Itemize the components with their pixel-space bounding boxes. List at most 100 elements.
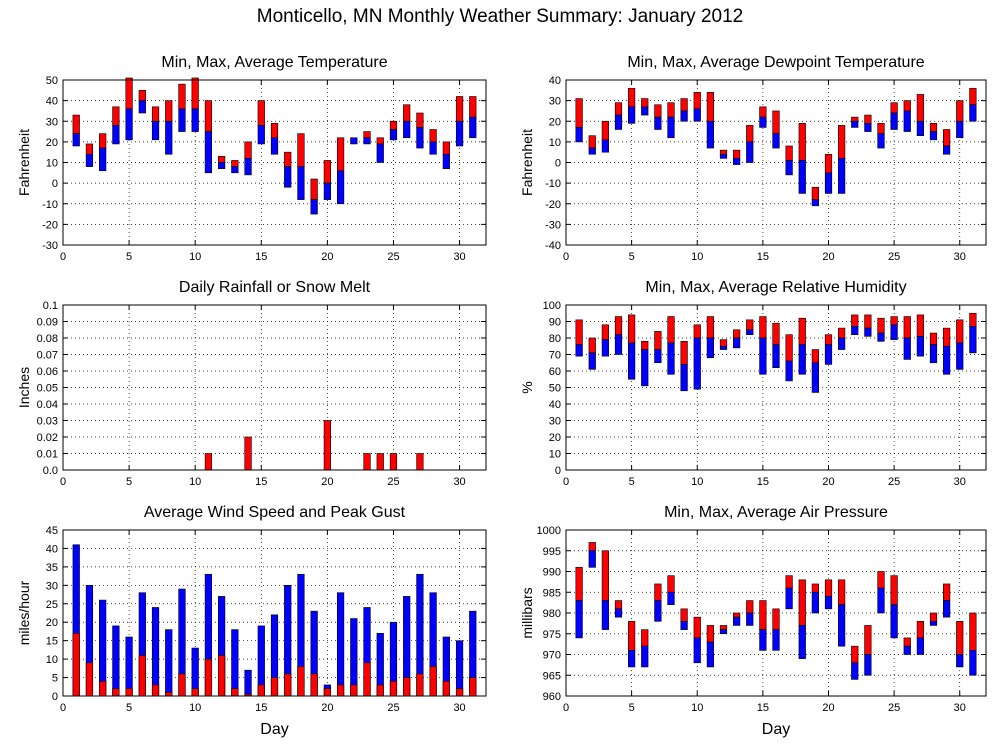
wind-bar-day-31 xyxy=(469,677,477,697)
y-tick-label: 0.07 xyxy=(37,350,58,362)
bar-upper-day-22 xyxy=(851,645,859,664)
bar-lower-day-4 xyxy=(614,334,623,355)
bar-lower-day-1 xyxy=(575,127,583,143)
bar-lower-day-15 xyxy=(759,629,767,651)
wind-bar-day-5 xyxy=(125,688,133,697)
wind-bar-day-2 xyxy=(85,662,94,697)
x-tick-label: 0 xyxy=(563,251,569,263)
x-tick-label: 30 xyxy=(453,251,465,263)
bar-upper-day-21 xyxy=(838,327,846,339)
bar-upper-day-11 xyxy=(204,100,213,132)
bar-upper-day-7 xyxy=(654,583,662,601)
bar-upper-day-12 xyxy=(218,156,226,163)
bar-upper-day-25 xyxy=(389,120,398,130)
gust-bar-day-8 xyxy=(165,629,173,697)
bar-lower-day-11 xyxy=(204,131,213,174)
bar-upper-day-25 xyxy=(890,102,898,114)
bar-upper-day-7 xyxy=(654,331,662,350)
bar-lower-day-26 xyxy=(903,337,911,360)
wind-bar-day-18 xyxy=(297,666,305,697)
y-axis-label: millibars xyxy=(519,587,535,638)
gust-bar-day-4 xyxy=(112,625,120,697)
gust-bar-day-21 xyxy=(336,592,345,697)
gust-bar-day-14 xyxy=(244,669,252,697)
bar-upper-day-24 xyxy=(877,571,885,589)
bar-upper-day-20 xyxy=(824,153,833,174)
bar-upper-day-31 xyxy=(969,312,977,327)
bar-lower-day-30 xyxy=(956,120,964,139)
bar-upper-day-2 xyxy=(588,135,596,149)
humidity-chart: Min, Max, Average Relative Humidity 0 10 20… xyxy=(519,279,987,488)
bar-upper-day-6 xyxy=(641,340,649,350)
x-tick-label: 10 xyxy=(691,251,703,263)
rainfall-chart: Daily Rainfall or Snow Melt 0.0 0.01 0.02 0.… xyxy=(16,279,487,488)
bar-upper-day-4 xyxy=(614,600,623,610)
bar-upper-day-27 xyxy=(416,112,424,128)
x-tick-label: 25 xyxy=(387,251,399,263)
wind-bar-day-12 xyxy=(218,655,226,697)
wind-bar-day-15 xyxy=(257,684,265,697)
y-tick-label: 20 xyxy=(46,617,58,629)
bar-upper-day-31 xyxy=(969,87,977,106)
x-tick-label: 10 xyxy=(691,702,703,714)
y-tick-label: 970 xyxy=(543,650,561,662)
y-tick-label: 40 xyxy=(549,75,561,87)
bar-lower-day-18 xyxy=(798,625,806,659)
x-tick-label: 20 xyxy=(321,476,333,488)
bar-upper-day-17 xyxy=(284,151,292,167)
bar-lower-day-26 xyxy=(903,645,911,655)
bar-lower-day-20 xyxy=(824,344,833,365)
y-tick-label: 985 xyxy=(543,587,561,599)
y-tick-label: 0.1 xyxy=(43,300,58,312)
bar-lower-day-14 xyxy=(746,612,754,626)
x-tick-label: 15 xyxy=(757,702,769,714)
bar-upper-day-7 xyxy=(151,106,160,122)
y-tick-label: 965 xyxy=(543,670,561,682)
bar-upper-day-30 xyxy=(956,319,964,344)
bar-upper-day-4 xyxy=(112,106,120,126)
bar-upper-day-28 xyxy=(929,332,938,345)
bar-lower-day-31 xyxy=(969,104,977,122)
x-tick-label: 20 xyxy=(822,251,834,263)
bar-lower-day-1 xyxy=(575,600,583,639)
y-tick-label: 1000 xyxy=(537,525,561,537)
bar-upper-day-12 xyxy=(719,149,728,155)
bar-lower-day-3 xyxy=(601,139,609,153)
bar-lower-day-1 xyxy=(72,133,80,147)
y-tick-label: 10 xyxy=(549,137,561,149)
y-tick-label: 20 xyxy=(549,116,561,128)
x-tick-label: 15 xyxy=(255,702,267,714)
x-tick-label: 10 xyxy=(189,251,201,263)
bar-lower-day-24 xyxy=(877,587,885,614)
y-tick-label: 20 xyxy=(46,137,58,149)
bar-upper-day-6 xyxy=(138,90,146,101)
bar-upper-day-14 xyxy=(746,125,754,143)
bar-upper-day-5 xyxy=(628,620,636,651)
bar-lower-day-16 xyxy=(772,629,780,651)
bar-upper-day-15 xyxy=(759,106,767,118)
bar-lower-day-15 xyxy=(759,337,767,375)
y-axis-label: miles/hour xyxy=(16,580,32,645)
bar-upper-day-19 xyxy=(310,178,318,200)
wind-bar-day-13 xyxy=(231,688,239,697)
bar-lower-day-8 xyxy=(165,120,173,155)
bar-upper-day-9 xyxy=(680,340,688,365)
bar-lower-day-5 xyxy=(628,342,636,380)
y-tick-label: 990 xyxy=(543,567,561,579)
bar-lower-day-7 xyxy=(151,120,160,141)
x-tick-label: 0 xyxy=(60,476,66,488)
dewpoint-chart: Min, Max, Average Dewpoint Temperature -4… xyxy=(519,54,987,263)
bar-lower-day-18 xyxy=(798,344,806,375)
x-tick-label: 5 xyxy=(126,251,132,263)
x-tick-label: 10 xyxy=(691,476,703,488)
wind-bar-day-7 xyxy=(151,684,160,697)
bar-lower-day-29 xyxy=(442,153,450,169)
bar-upper-day-11 xyxy=(706,625,714,643)
bar-lower-day-15 xyxy=(257,125,265,145)
bar-lower-day-21 xyxy=(336,170,345,205)
bar-lower-day-27 xyxy=(416,127,424,149)
x-tick-label: 0 xyxy=(563,702,569,714)
x-tick-label: 30 xyxy=(954,476,966,488)
y-tick-label: 50 xyxy=(549,383,561,395)
bar-upper-day-28 xyxy=(929,123,938,132)
